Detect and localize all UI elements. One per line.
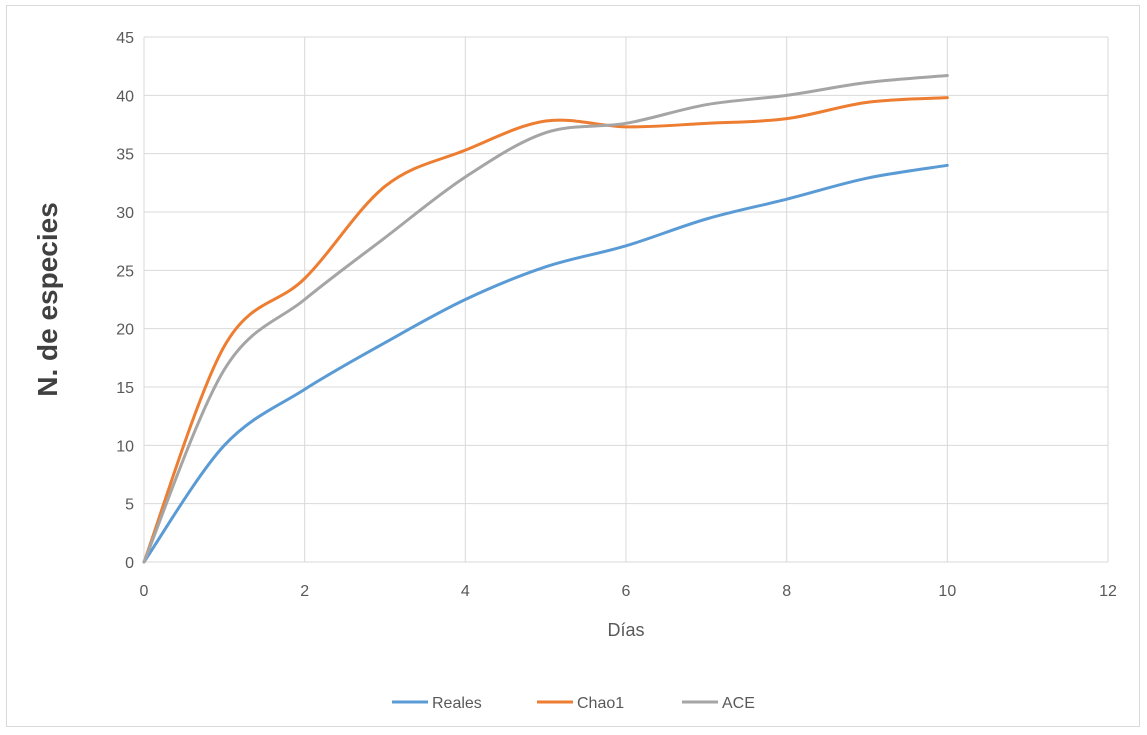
y-tick-label: 30 (116, 205, 134, 222)
x-tick-label: 6 (622, 583, 631, 600)
series-lines (142, 74, 949, 564)
x-tick-label: 2 (300, 583, 309, 600)
y-tick-label: 45 (116, 30, 134, 47)
y-tick-label: 5 (125, 497, 134, 514)
legend-label: Chao1 (577, 695, 624, 712)
y-tick-label: 0 (125, 555, 134, 572)
legend-label: ACE (722, 695, 755, 712)
y-axis-label: N. de especies (32, 202, 63, 397)
gridlines (143, 36, 1109, 563)
y-tick-label: 15 (116, 380, 134, 397)
x-tick-label: 10 (938, 583, 956, 600)
legend-label: Reales (432, 695, 482, 712)
x-tick-label: 4 (461, 583, 470, 600)
y-axis: 0 5 10 15 20 25 30 35 40 45 (116, 30, 145, 572)
y-tick-label: 35 (116, 147, 134, 164)
x-tick-label: 0 (140, 583, 149, 600)
series-line-reales (142, 163, 949, 564)
y-tick-label: 20 (116, 322, 134, 339)
y-tick-label: 25 (116, 263, 134, 280)
legend: Reales Chao1 ACE (392, 695, 755, 712)
x-tick-label: 8 (782, 583, 791, 600)
line-chart: 0 2 4 6 8 10 12 0 5 10 15 20 25 30 35 40 45 Días N. de … (32, 30, 1117, 712)
series-line-ace (142, 74, 949, 564)
x-axis: 0 2 4 6 8 10 12 (140, 561, 1117, 600)
y-tick-label: 40 (116, 88, 134, 105)
chart-frame: 0 2 4 6 8 10 12 0 5 10 15 20 25 30 35 40 45 Días N. de … (6, 5, 1140, 727)
series-line-chao1 (142, 96, 949, 564)
x-tick-label: 12 (1099, 583, 1117, 600)
y-tick-label: 10 (116, 438, 134, 455)
x-axis-label: Días (607, 620, 644, 640)
